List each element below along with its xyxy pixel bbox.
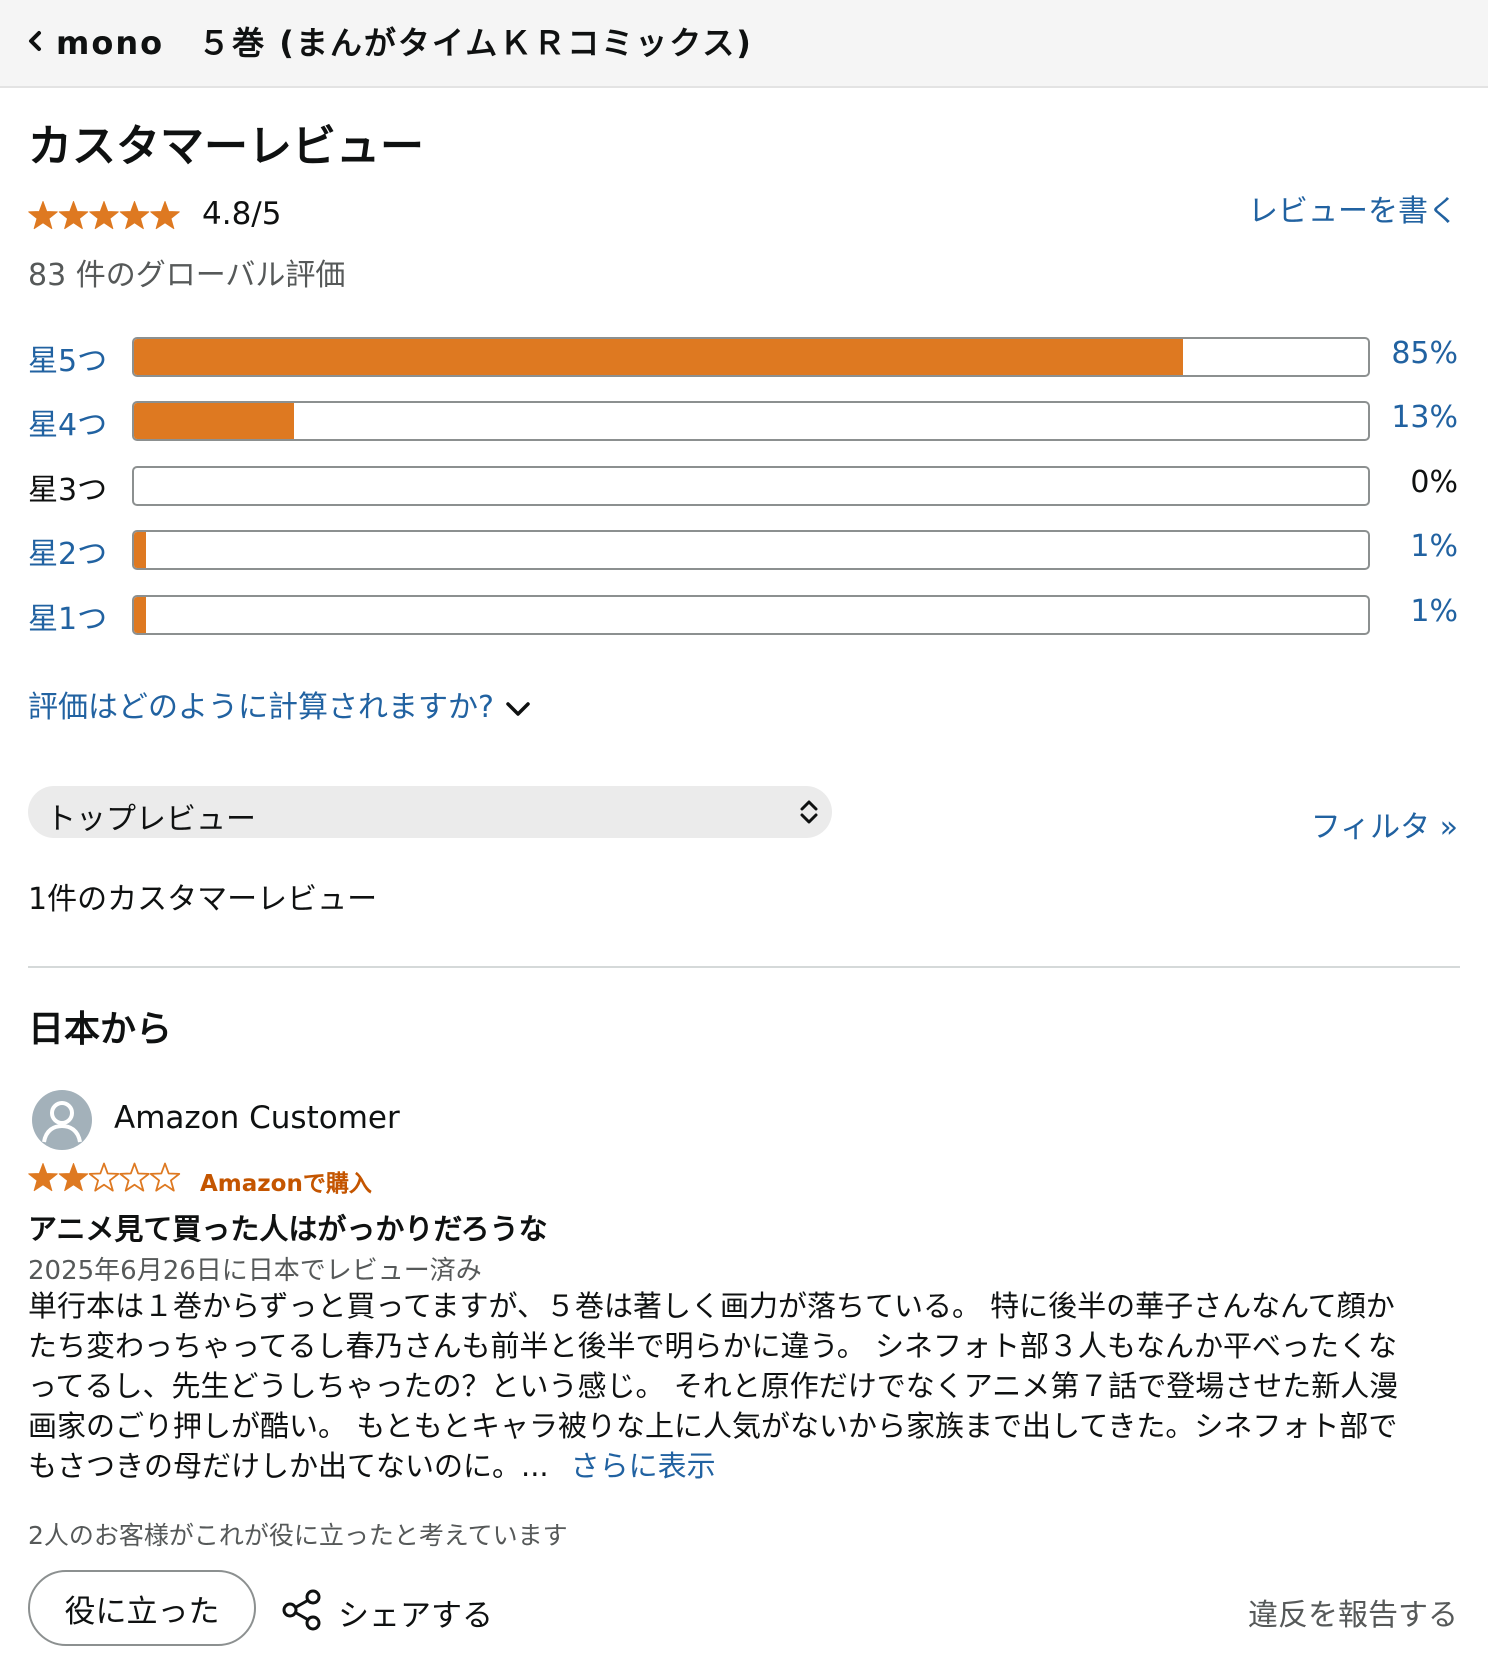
histogram-percent: 13% xyxy=(1391,400,1458,435)
chevron-left-icon[interactable] xyxy=(24,22,48,60)
rating-calculation-link[interactable]: 評価はどのように計算されますか? xyxy=(28,682,532,726)
review-date: 2025年6月26日に日本でレビュー済み xyxy=(28,1256,482,1286)
star-icon xyxy=(28,1163,58,1192)
star-icon xyxy=(58,1163,89,1192)
sort-select[interactable]: トップレビュー xyxy=(28,786,832,838)
histogram-percent: 0% xyxy=(1410,465,1458,500)
histogram-label: 星2つ xyxy=(28,537,108,572)
review-body-line: たち変わっちゃってるし春乃さんも前半と後半で明らかに違う。 シネフォト部３人もな… xyxy=(28,1329,1398,1363)
histogram-bar-fill xyxy=(134,403,295,439)
histogram-percent: 1% xyxy=(1410,594,1458,629)
write-review-link[interactable]: レビューを書く xyxy=(1248,194,1458,229)
review-body-line: 単行本は１巻からずっと買ってますが、５巻は著しく画力が落ちている。 特に後半の華… xyxy=(28,1289,1395,1323)
histogram-percent: 1% xyxy=(1410,529,1458,564)
sort-updown-icon xyxy=(800,800,818,824)
read-more-link[interactable]: さらに表示 xyxy=(570,1449,716,1483)
section-divider xyxy=(28,966,1460,968)
sort-selected-value: トップレビュー xyxy=(46,802,256,837)
histogram-bar xyxy=(132,466,1370,506)
verified-purchase-badge: Amazonで購入 xyxy=(200,1171,372,1197)
star-icon xyxy=(58,201,89,230)
histogram-bar-fill xyxy=(134,597,147,633)
histogram-label: 星1つ xyxy=(28,602,108,637)
star-icon xyxy=(119,201,150,230)
share-label: シェアする xyxy=(338,1598,493,1634)
region-heading: 日本から xyxy=(28,1009,173,1050)
report-abuse-link[interactable]: 違反を報告する xyxy=(1248,1598,1458,1633)
histogram-row[interactable]: 星1つ 1% xyxy=(28,592,1458,637)
review-rating-stars xyxy=(28,1162,181,1192)
star-icon xyxy=(149,1162,181,1192)
helpful-button[interactable]: 役に立った xyxy=(28,1570,256,1646)
review-body-line-last: もさつきの母だけしか出てないのに。... さらに表示 xyxy=(28,1446,1460,1486)
avatar xyxy=(32,1090,92,1150)
product-title-link[interactable]: mono ５巻 (まんがタイムＫＲコミックス) xyxy=(56,24,753,62)
histogram-bar xyxy=(132,530,1370,570)
histogram-percent: 85% xyxy=(1391,336,1458,371)
histogram-label: 星3つ xyxy=(28,473,108,508)
review-body-line: ってるし、先生どうしちゃったの？という感じ。 それと原作だけでなくアニメ第７話で… xyxy=(28,1369,1399,1403)
histogram-label: 星5つ xyxy=(28,344,108,379)
histogram-row[interactable]: 星4つ 13% xyxy=(28,398,1458,443)
histogram-bar-fill xyxy=(134,339,1183,375)
average-rating-stars xyxy=(28,201,180,230)
histogram-bar xyxy=(132,401,1370,441)
histogram-bar-fill xyxy=(134,532,147,568)
reviewer-name[interactable]: Amazon Customer xyxy=(114,1100,400,1136)
global-ratings-count: 83 件のグローバル評価 xyxy=(28,258,346,293)
rating-calculation-label: 評価はどのように計算されますか? xyxy=(28,690,494,725)
star-icon xyxy=(88,1162,120,1192)
review-body-line: もさつきの母だけしか出てないのに。... xyxy=(28,1449,549,1483)
page-title: カスタマーレビュー xyxy=(28,121,424,172)
top-bar: mono ５巻 (まんがタイムＫＲコミックス) xyxy=(0,0,1488,88)
star-icon xyxy=(89,201,119,230)
review-body-line: 画家のごり押しが酷い。 もともとキャラ被りな上に人気がないから家族まで出してきた… xyxy=(28,1409,1398,1443)
avatar-person-icon xyxy=(42,1101,82,1143)
average-rating-text: 4.8/5 xyxy=(202,196,282,232)
share-icon xyxy=(282,1589,321,1631)
histogram-bar xyxy=(132,337,1370,377)
review-count-text: 1件のカスタマーレビュー xyxy=(28,882,378,917)
review-title: アニメ見て買った人はがっかりだろうな xyxy=(28,1212,548,1246)
review-body: 単行本は１巻からずっと買ってますが、５巻は著しく画力が落ちている。 特に後半の華… xyxy=(28,1286,1460,1486)
histogram-row[interactable]: 星2つ 1% xyxy=(28,527,1458,572)
histogram-row[interactable]: 星5つ 85% xyxy=(28,334,1458,379)
histogram-bar xyxy=(132,595,1370,635)
helpful-count-text: 2人のお客様がこれが役に立ったと考えています xyxy=(28,1521,568,1550)
star-icon xyxy=(119,1162,150,1192)
histogram-row: 星3つ 0% xyxy=(28,463,1458,508)
chevron-down-icon xyxy=(506,701,530,716)
star-icon xyxy=(150,201,180,230)
histogram-label: 星4つ xyxy=(28,408,108,443)
star-icon xyxy=(28,201,58,230)
filter-link[interactable]: フィルタ » xyxy=(1310,810,1458,845)
